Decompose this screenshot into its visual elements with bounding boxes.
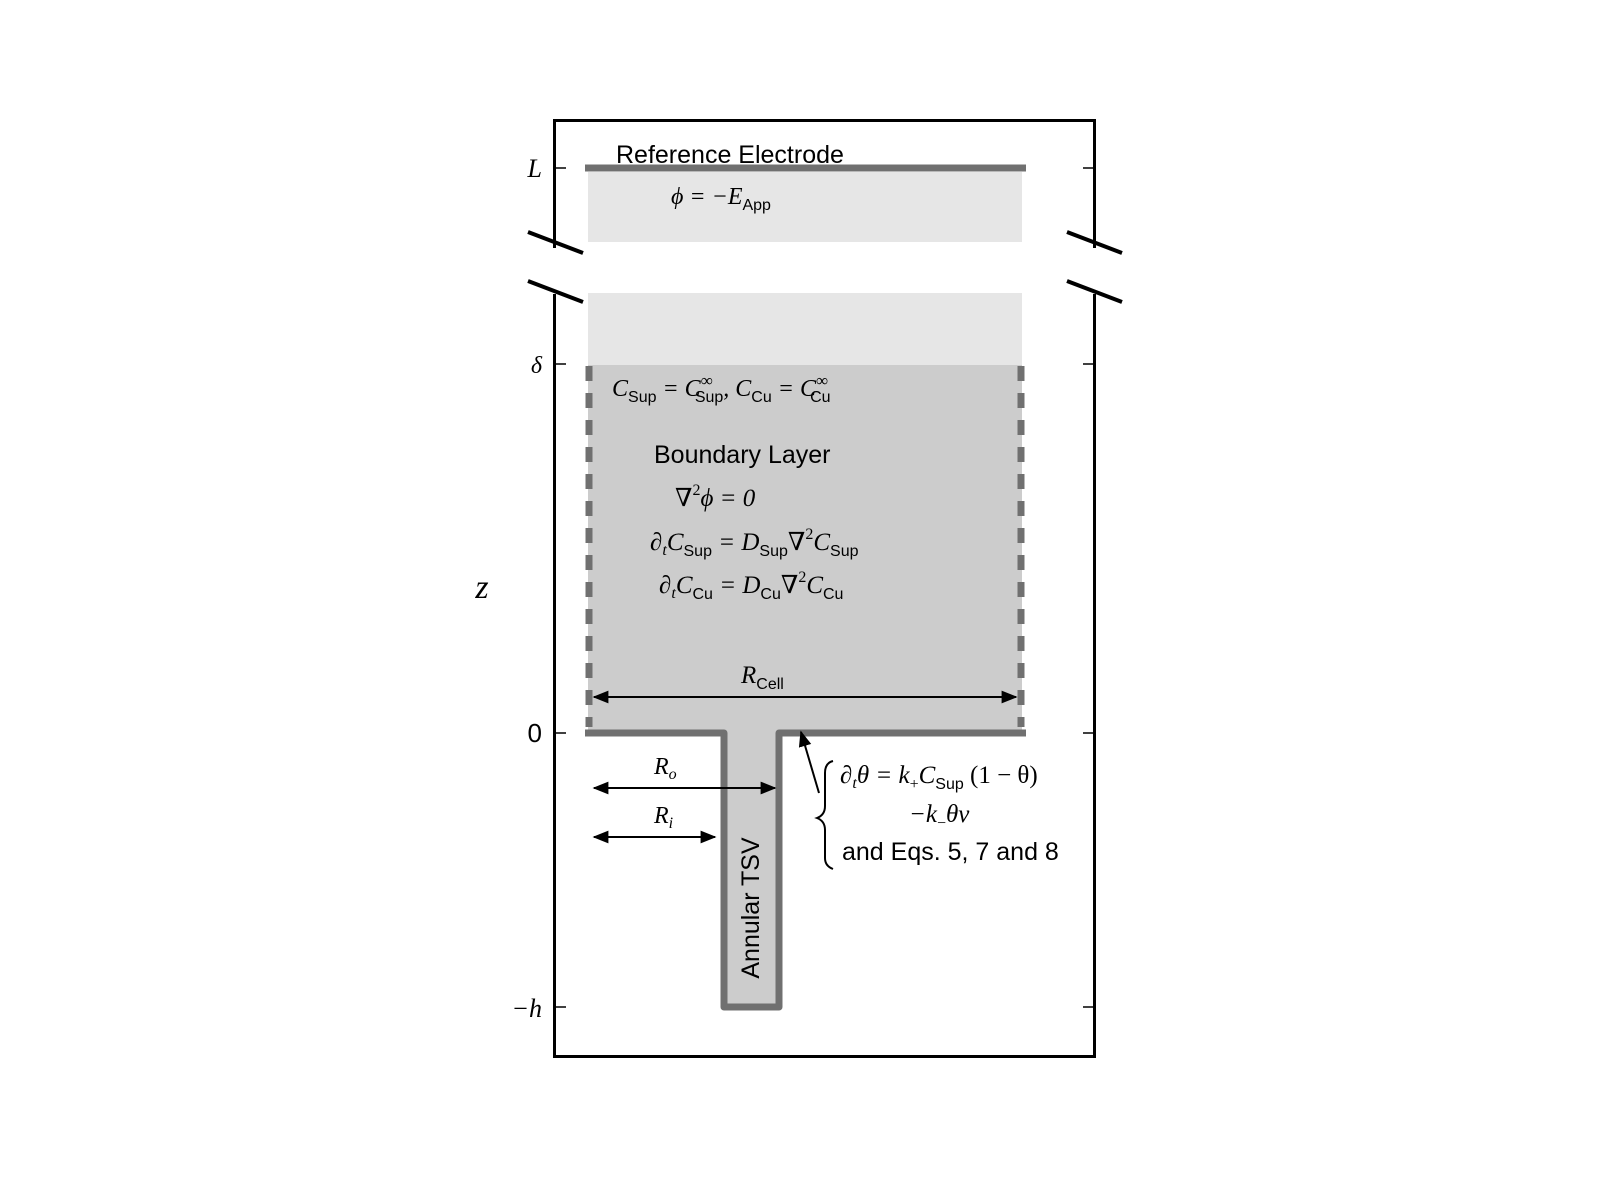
reference-electrode-equation: ϕ = −EApp — [671, 184, 771, 214]
surface-pointer-arrow — [798, 730, 820, 794]
axis-break-mark-left-lower — [527, 279, 584, 304]
tick-label-zero: 0 — [528, 718, 542, 748]
supporting-electrolyte-diffusion-equation: ∂tCSup = DSup∇2CSup — [650, 526, 859, 560]
tick-label-delta: δ — [531, 353, 543, 379]
axis-break-mark-right-upper — [1066, 230, 1123, 255]
axis-break-gap-left — [550, 248, 562, 294]
axis-break-mark-left-upper — [527, 230, 584, 255]
bulk-concentration-condition: CSup = C∞ Sup, CCu = C∞ Cu — [612, 371, 831, 406]
boundary-layer-title: Boundary Layer — [654, 441, 831, 469]
tsv-region — [723, 733, 779, 1008]
laplace-equation: ∇2ϕ = 0 — [675, 482, 756, 512]
surface-coverage-equation-line2: −k−θv — [909, 801, 970, 832]
surface-equations-reference: and Eqs. 5, 7 and 8 — [842, 838, 1059, 866]
tick-label-minus-h: −h — [511, 994, 542, 1023]
plot-frame — [553, 119, 1096, 1058]
tick-label-L: L — [527, 154, 542, 183]
boundary-layer-region — [588, 365, 1022, 733]
reservoir-upper-region — [588, 172, 1022, 242]
electrode-surface — [585, 729, 1026, 1011]
copper-diffusion-equation: ∂tCCu = DCu∇2CCu — [659, 569, 843, 603]
reference-electrode-label: Reference Electrode — [616, 141, 844, 169]
reservoir-lower-region — [588, 293, 1022, 365]
axis-label-z: z — [474, 569, 488, 606]
r-i-label: Ri — [653, 803, 673, 832]
r-cell-label: RCell — [740, 662, 784, 693]
annular-tsv-label: Annular TSV — [737, 837, 765, 979]
axis-break-gap-right — [1088, 248, 1100, 294]
r-o-label: Ro — [653, 754, 677, 783]
axis-break-mark-right-lower — [1066, 279, 1123, 304]
surface-equations-brace — [814, 760, 834, 870]
surface-coverage-equation: ∂tθ = k+CSup (1 − θ) — [840, 762, 1038, 793]
